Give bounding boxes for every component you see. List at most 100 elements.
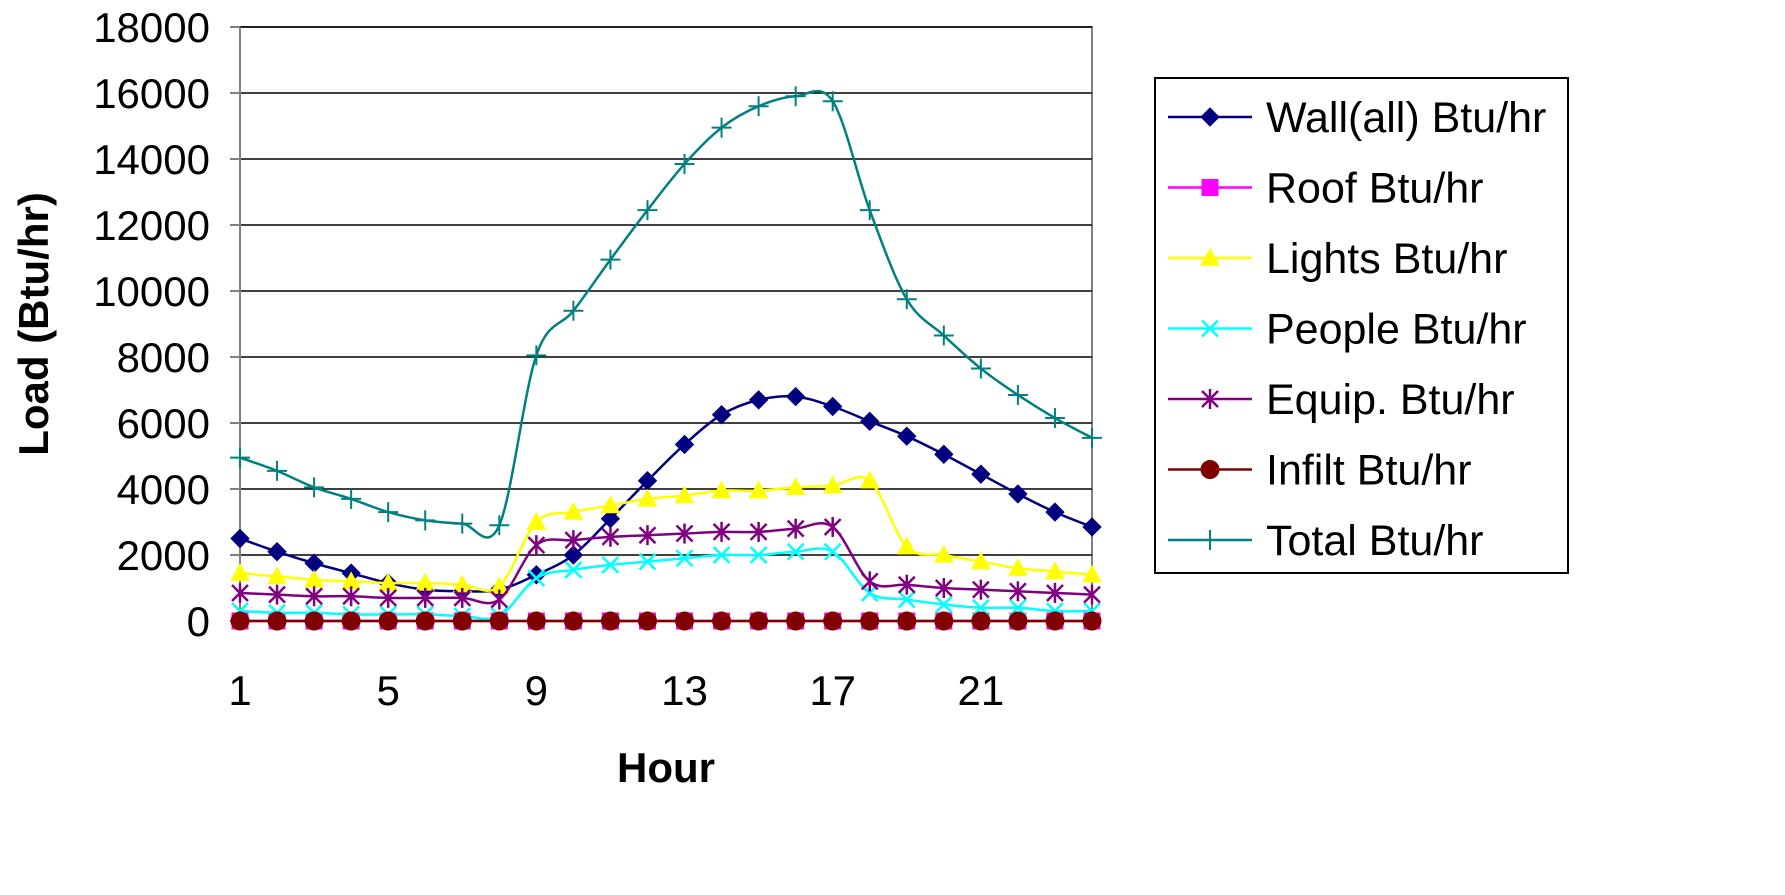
- data-point: [749, 611, 769, 631]
- data-point: [749, 521, 768, 542]
- data-point: [1045, 561, 1065, 580]
- legend-marker: [1200, 530, 1220, 550]
- data-point: [379, 587, 398, 608]
- legend-item: Lights Btu/hr: [1168, 235, 1507, 283]
- data-point: [785, 386, 806, 407]
- y-tick-label: 10000: [93, 268, 210, 315]
- legend-item: Equip. Btu/hr: [1168, 376, 1515, 424]
- data-point: [712, 546, 731, 564]
- data-point: [675, 523, 694, 544]
- legend-marker: [1201, 319, 1219, 338]
- data-point: [489, 515, 510, 536]
- legend-marker: [1201, 389, 1219, 409]
- legend-marker: [1201, 179, 1219, 196]
- legend-item: Total Btu/hr: [1168, 517, 1484, 565]
- legend-label: Equip. Btu/hr: [1266, 376, 1515, 424]
- y-axis-ticks: 0 2000 4000 6000 8000 10000 12000 14000 16000 180…: [93, 4, 240, 645]
- x-tick-label: 13: [661, 667, 708, 714]
- x-tick-label: 1: [228, 667, 251, 714]
- legend-marker: [1200, 107, 1220, 127]
- x-tick-label: 9: [525, 667, 548, 714]
- data-point: [1083, 584, 1101, 605]
- legend-marker: [1200, 460, 1220, 479]
- series-5: [230, 611, 1102, 631]
- data-point: [527, 569, 546, 587]
- data-point: [897, 426, 917, 446]
- data-point: [415, 510, 436, 531]
- data-point: [1008, 611, 1028, 631]
- data-point: [342, 586, 361, 607]
- data-point: [1009, 598, 1027, 617]
- data-point: [785, 477, 806, 496]
- data-point: [1082, 517, 1102, 537]
- data-point: [971, 611, 991, 631]
- data-point: [637, 200, 658, 221]
- data-point: [230, 563, 250, 581]
- y-tick-label: 8000: [117, 334, 210, 381]
- data-point: [637, 488, 658, 507]
- data-point: [230, 611, 250, 631]
- data-point: [859, 470, 880, 489]
- data-point: [526, 511, 547, 530]
- data-point: [526, 345, 547, 366]
- data-point: [1008, 558, 1028, 576]
- data-point: [1009, 581, 1027, 602]
- series-group: [230, 86, 1102, 631]
- data-point: [453, 587, 472, 608]
- data-point: [860, 571, 879, 592]
- data-point: [416, 587, 435, 608]
- data-point: [304, 611, 324, 631]
- data-point: [1082, 564, 1102, 583]
- data-point: [897, 590, 916, 609]
- y-tick-label: 2000: [117, 532, 210, 579]
- data-point: [267, 460, 288, 481]
- data-point: [378, 611, 398, 631]
- data-point: [859, 200, 880, 221]
- legend-box: [1154, 77, 1569, 574]
- y-tick-label: 18000: [93, 4, 210, 51]
- data-point: [563, 502, 584, 520]
- data-point: [933, 325, 954, 346]
- data-point: [823, 542, 842, 561]
- data-point: [527, 535, 546, 556]
- series-4: [231, 516, 1101, 610]
- y-tick-label: 0: [187, 598, 210, 645]
- legend-label: Lights Btu/hr: [1266, 235, 1507, 283]
- data-point: [637, 611, 657, 631]
- y-tick-label: 12000: [93, 202, 210, 249]
- data-point: [601, 556, 620, 574]
- data-point: [934, 595, 953, 614]
- data-point: [600, 249, 621, 270]
- x-axis-title: Hour: [617, 744, 715, 791]
- data-point: [934, 578, 953, 598]
- data-point: [1082, 427, 1102, 448]
- data-point: [971, 579, 990, 600]
- data-point: [934, 444, 954, 465]
- y-tick-label: 6000: [117, 400, 210, 447]
- x-tick-label: 17: [809, 667, 856, 714]
- data-point: [601, 526, 620, 547]
- data-point: [712, 521, 731, 542]
- data-point: [711, 405, 732, 425]
- plot-area: [239, 26, 1093, 622]
- data-point: [934, 611, 954, 631]
- y-axis-title: Load (Btu/hr): [10, 192, 57, 456]
- data-point: [711, 117, 732, 138]
- legend-label: Roof Btu/hr: [1266, 165, 1484, 213]
- data-point: [897, 574, 916, 595]
- data-point: [341, 611, 361, 631]
- data-point: [230, 528, 250, 549]
- data-point: [267, 611, 287, 631]
- data-point: [970, 358, 991, 379]
- legend-label: Infilt Btu/hr: [1266, 447, 1472, 495]
- data-point: [749, 546, 768, 564]
- data-point: [1045, 611, 1065, 631]
- data-point: [786, 542, 805, 561]
- series-2: [230, 470, 1102, 595]
- data-point: [971, 598, 990, 617]
- data-point: [415, 611, 435, 631]
- data-point: [748, 480, 769, 499]
- legend: Wall(all) Btu/hr Roof Btu/hr Lights Btu/hr…: [1154, 77, 1569, 574]
- data-point: [341, 488, 362, 509]
- x-axis-ticks: 1 5 9 13 17 21: [228, 621, 1093, 714]
